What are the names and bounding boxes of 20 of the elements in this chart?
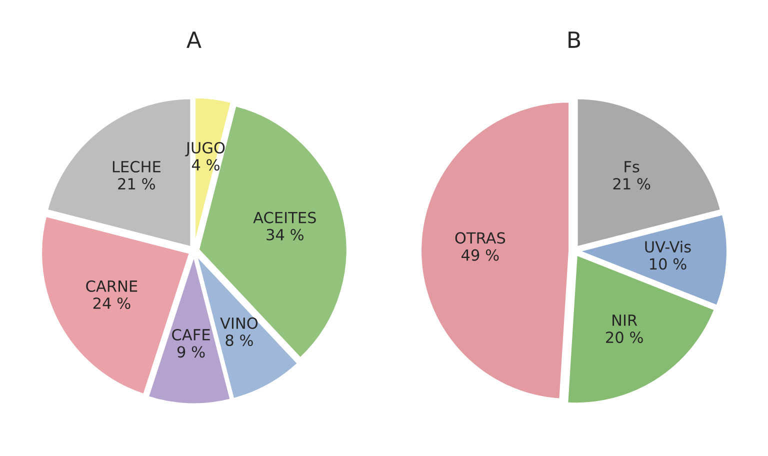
data-label: 20 %	[606, 332, 643, 344]
data-label: 21 %	[118, 178, 155, 190]
slice-label: LECHE	[112, 160, 160, 172]
slice-label: UV-Vis	[645, 240, 691, 253]
data-label: 10 %	[650, 258, 686, 270]
data-label: 24 %	[93, 297, 130, 310]
slice-label: OTRAS	[455, 232, 506, 244]
chart-title: B	[568, 32, 580, 48]
slice-label: VINO	[220, 317, 258, 329]
data-label: 21 %	[613, 178, 650, 190]
data-label: 8 %	[226, 334, 253, 346]
slice-label: Fs	[624, 161, 640, 172]
data-label: 34 %	[266, 228, 304, 240]
slice-label: NIR	[612, 314, 638, 326]
slice-label: CARNE	[86, 280, 138, 292]
data-label: 9 %	[177, 346, 205, 358]
slice-label: CAFE	[172, 328, 210, 341]
data-label: 49 %	[462, 249, 499, 261]
slice-label: ACEITES	[253, 212, 316, 224]
chart-title: A	[186, 32, 202, 48]
